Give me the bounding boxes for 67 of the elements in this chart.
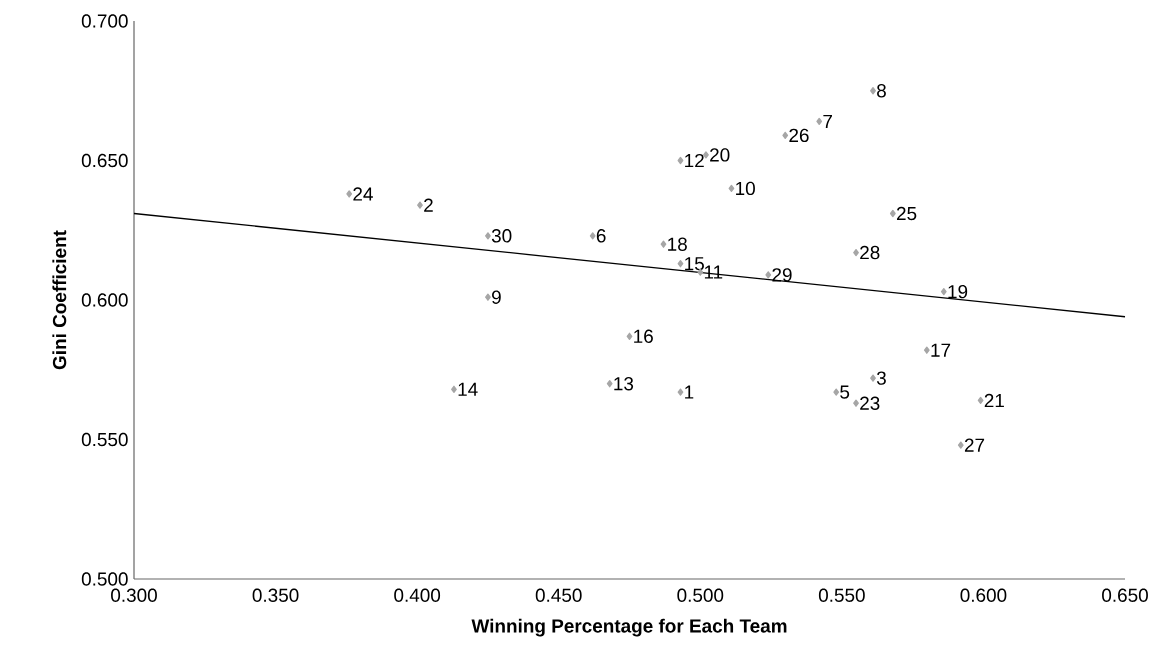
point <box>889 209 896 218</box>
point <box>417 201 423 209</box>
x-tick-label: 0.500 <box>677 588 724 602</box>
point <box>977 396 984 405</box>
annotation: 1 <box>685 385 694 399</box>
point <box>677 156 684 165</box>
point <box>940 287 947 296</box>
y-axis-title: Gini Coefficient <box>52 230 67 370</box>
x-tick-label: 0.550 <box>818 588 865 602</box>
y-tick-label: 0.600 <box>81 293 128 307</box>
annotation: 2 <box>424 198 433 212</box>
point <box>923 346 930 354</box>
y-tick-label: 0.550 <box>81 432 128 447</box>
annotation: 28 <box>860 245 880 260</box>
annotation: 12 <box>685 153 704 168</box>
annotation: 30 <box>491 229 512 243</box>
point <box>485 232 491 240</box>
annotation: 25 <box>896 206 917 221</box>
annotation: 3 <box>876 371 886 385</box>
point <box>589 232 596 240</box>
point <box>870 374 876 382</box>
x-tick-label: 0.650 <box>1102 588 1148 602</box>
y-tick-label: 0.500 <box>81 572 128 586</box>
annotation: 24 <box>353 187 373 201</box>
point <box>957 441 964 449</box>
point <box>765 271 772 279</box>
x-tick-label: 0.300 <box>111 588 157 602</box>
annotation: 5 <box>840 385 850 399</box>
annotation: 23 <box>860 396 880 410</box>
point <box>677 260 684 268</box>
point <box>451 385 457 393</box>
point <box>833 388 840 396</box>
annotation: 9 <box>492 290 501 304</box>
annotation: 19 <box>948 284 968 299</box>
annotation: 6 <box>596 229 606 243</box>
annotation: 27 <box>964 438 985 452</box>
annotation: 15 <box>685 257 704 271</box>
annotation: 18 <box>668 237 687 251</box>
annotation: 29 <box>772 268 792 282</box>
annotation: 21 <box>984 393 1004 408</box>
annotation: 13 <box>614 377 634 391</box>
x-tick-label: 0.350 <box>252 588 299 602</box>
annotation: 26 <box>789 128 809 143</box>
x-axis-title: Winning Percentage for Each Team <box>471 618 787 637</box>
annotation: 20 <box>710 148 730 162</box>
point <box>626 332 633 340</box>
point <box>660 240 667 248</box>
annotation: 7 <box>823 114 832 128</box>
annotation: 10 <box>736 181 755 196</box>
annotation: 14 <box>458 382 478 396</box>
point <box>485 293 491 301</box>
point <box>870 87 876 95</box>
x-tick-label: 0.400 <box>394 588 441 602</box>
annotation: 8 <box>877 84 886 98</box>
y-tick-label: 0.650 <box>81 153 128 168</box>
point <box>728 184 735 193</box>
point <box>677 388 684 396</box>
annotation: 17 <box>931 343 951 357</box>
point <box>606 380 613 388</box>
point <box>853 399 859 407</box>
annotation: 16 <box>634 329 653 343</box>
y-tick-label: 0.700 <box>81 14 128 28</box>
x-tick-label: 0.600 <box>960 588 1007 602</box>
x-tick-label: 0.450 <box>535 588 582 602</box>
point <box>782 131 789 140</box>
point <box>346 190 353 198</box>
point <box>816 117 823 126</box>
